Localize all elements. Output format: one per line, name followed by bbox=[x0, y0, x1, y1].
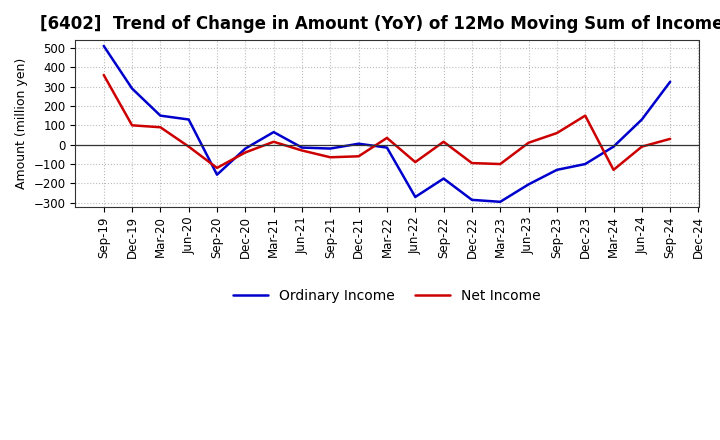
Net Income bbox=[552, 130, 561, 136]
Ordinary Income bbox=[127, 86, 136, 91]
Net Income bbox=[269, 139, 278, 144]
Net Income bbox=[609, 167, 618, 172]
Ordinary Income bbox=[467, 197, 476, 202]
Ordinary Income bbox=[156, 113, 165, 118]
Net Income bbox=[241, 150, 250, 155]
Ordinary Income bbox=[637, 117, 646, 122]
Net Income bbox=[439, 139, 448, 144]
Ordinary Income bbox=[241, 146, 250, 151]
Title: [6402]  Trend of Change in Amount (YoY) of 12Mo Moving Sum of Incomes: [6402] Trend of Change in Amount (YoY) o… bbox=[40, 15, 720, 33]
Net Income bbox=[99, 72, 108, 77]
Net Income bbox=[156, 125, 165, 130]
Net Income bbox=[411, 159, 420, 165]
Y-axis label: Amount (million yen): Amount (million yen) bbox=[15, 58, 28, 189]
Net Income bbox=[354, 154, 363, 159]
Net Income bbox=[212, 165, 221, 171]
Net Income bbox=[666, 136, 675, 142]
Net Income bbox=[127, 123, 136, 128]
Ordinary Income bbox=[439, 176, 448, 181]
Ordinary Income bbox=[524, 182, 533, 187]
Net Income bbox=[326, 154, 335, 160]
Ordinary Income bbox=[411, 194, 420, 200]
Ordinary Income bbox=[297, 145, 306, 150]
Ordinary Income bbox=[326, 146, 335, 151]
Legend: Ordinary Income, Net Income: Ordinary Income, Net Income bbox=[228, 283, 546, 308]
Ordinary Income bbox=[354, 141, 363, 147]
Ordinary Income bbox=[496, 199, 505, 205]
Net Income bbox=[382, 135, 391, 140]
Net Income bbox=[637, 144, 646, 149]
Ordinary Income bbox=[552, 167, 561, 172]
Ordinary Income bbox=[382, 145, 391, 150]
Ordinary Income bbox=[99, 43, 108, 48]
Ordinary Income bbox=[581, 161, 590, 167]
Net Income bbox=[467, 161, 476, 166]
Net Income bbox=[581, 113, 590, 118]
Ordinary Income bbox=[212, 172, 221, 177]
Net Income bbox=[297, 148, 306, 153]
Ordinary Income bbox=[269, 129, 278, 135]
Ordinary Income bbox=[609, 144, 618, 149]
Ordinary Income bbox=[184, 117, 193, 122]
Line: Net Income: Net Income bbox=[104, 75, 670, 170]
Line: Ordinary Income: Ordinary Income bbox=[104, 46, 670, 202]
Net Income bbox=[524, 140, 533, 145]
Net Income bbox=[496, 161, 505, 167]
Net Income bbox=[184, 144, 193, 149]
Ordinary Income bbox=[666, 79, 675, 84]
